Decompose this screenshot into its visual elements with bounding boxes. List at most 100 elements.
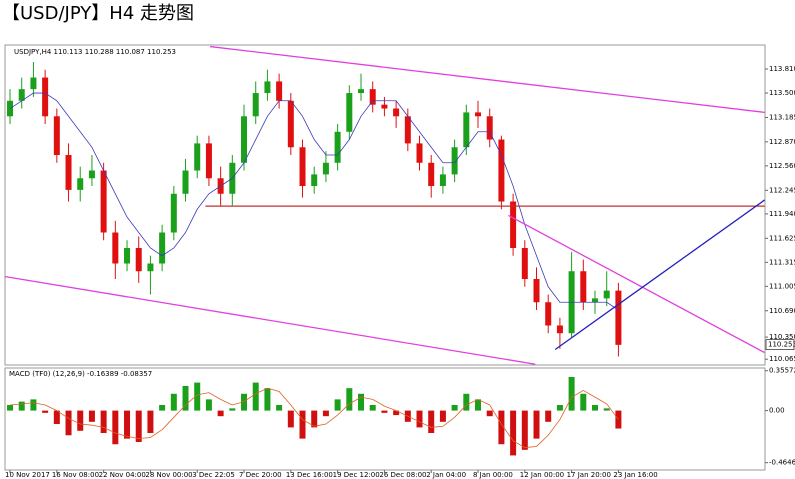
macd-bar <box>77 410 84 431</box>
macd-bar <box>135 410 142 442</box>
candle-body <box>147 263 154 272</box>
x-tick-label: 10 Nov 2017 <box>5 471 50 479</box>
macd-bar <box>521 410 528 450</box>
x-tick-label: 2 Jan 04:00 <box>426 471 466 479</box>
macd-bar <box>311 410 318 428</box>
y-tick-label: 110.065 <box>769 355 795 363</box>
signal-line <box>9 387 619 448</box>
macd-bar <box>252 382 259 411</box>
macd-panel <box>4 367 766 471</box>
candle-body <box>580 271 587 303</box>
macd-bar <box>7 404 14 411</box>
macd-bar <box>124 410 131 439</box>
candle-body <box>65 155 72 190</box>
candle-body <box>170 193 177 233</box>
y-tick-label: 0.00 <box>769 407 785 415</box>
candle-body <box>556 325 563 334</box>
y-tick-label: 111.005 <box>769 282 795 290</box>
y-tick-label: 112.245 <box>769 186 795 194</box>
x-tick-label: 22 Nov 04:00 <box>99 471 146 479</box>
macd-bar <box>358 393 365 411</box>
macd-bar <box>568 376 575 411</box>
y-tick-label: 113.500 <box>769 89 795 97</box>
macd-bar <box>556 404 563 411</box>
candle-body <box>100 170 107 233</box>
x-tick-label: 26 Dec 08:00 <box>379 471 426 479</box>
candle-body <box>603 290 610 299</box>
last-price-box <box>765 339 795 350</box>
candle-body <box>545 302 552 326</box>
candle-body <box>486 116 493 140</box>
macd-bar <box>592 404 599 411</box>
moving-average <box>9 92 619 311</box>
candle-body <box>241 116 248 163</box>
x-tick-label: 13 Dec 16:00 <box>286 471 333 479</box>
candle-body <box>264 81 271 94</box>
macd-bar <box>416 410 423 428</box>
macd-bar <box>241 393 248 411</box>
candle-body <box>205 143 212 179</box>
macd-bar <box>182 385 189 411</box>
macd-bar <box>287 410 294 428</box>
candle-body <box>381 104 388 109</box>
candle-body <box>53 116 60 156</box>
macd-bar <box>42 410 49 413</box>
candle-body <box>322 162 329 175</box>
macd-bar <box>510 410 517 456</box>
macd-bar <box>463 393 470 411</box>
macd-bar <box>100 410 107 434</box>
macd-bar <box>381 410 388 413</box>
price-panel <box>4 44 766 366</box>
candle-body <box>533 278 540 303</box>
macd-bar <box>439 410 446 422</box>
macd-bar <box>580 393 587 411</box>
page-title: 【USD/JPY】H4 走势图 <box>2 3 194 24</box>
trendline <box>508 214 765 354</box>
macd-bar <box>194 382 201 411</box>
symbol-info: USDJPY,H4 110.113 110.288 110.087 110.25… <box>14 48 176 56</box>
candle-body <box>287 100 294 148</box>
x-tick-label: 8 Jan 00:00 <box>473 471 513 479</box>
trendline <box>5 276 536 365</box>
x-tick-label: 3 Dec 22:05 <box>192 471 235 479</box>
macd-bar <box>65 410 72 436</box>
last-price-label: 110.253 <box>768 341 795 349</box>
candle-body <box>615 290 622 345</box>
macd-bar <box>88 410 95 422</box>
candle-body <box>463 112 470 148</box>
y-tick-label: 111.625 <box>769 234 795 242</box>
trendline <box>210 45 765 114</box>
candle-body <box>124 248 131 264</box>
trendline <box>554 199 765 351</box>
candle-body <box>182 170 189 194</box>
candle-body <box>404 116 411 144</box>
x-tick-label: 23 Jan 16:00 <box>613 471 657 479</box>
candle-body <box>358 89 365 94</box>
y-tick-label: 113.185 <box>769 113 795 121</box>
candle-body <box>42 77 49 117</box>
candle-body <box>346 93 353 132</box>
macd-bar <box>451 404 458 411</box>
macd-bar <box>112 410 119 445</box>
y-tick-label: 111.940 <box>769 210 795 218</box>
candle-body <box>88 170 95 179</box>
candle-body <box>77 178 84 190</box>
x-tick-label: 7 Dec 20:00 <box>239 471 282 479</box>
y-tick-label: 111.315 <box>769 258 795 266</box>
y-tick-label: 112.560 <box>769 162 795 170</box>
y-tick-label: 113.810 <box>769 65 795 73</box>
macd-bar <box>217 410 224 417</box>
candle-body <box>159 232 166 264</box>
candle-body <box>18 89 25 101</box>
macd-bar <box>170 393 177 411</box>
plot-area <box>5 45 765 365</box>
macd-bar <box>322 410 329 417</box>
macd-bar <box>369 404 376 411</box>
macd-bar <box>147 410 154 434</box>
macd-bar <box>428 410 435 434</box>
macd-bar <box>205 399 212 411</box>
candle-body <box>510 201 517 249</box>
macd-bar <box>475 399 482 411</box>
macd-bar <box>393 410 400 416</box>
